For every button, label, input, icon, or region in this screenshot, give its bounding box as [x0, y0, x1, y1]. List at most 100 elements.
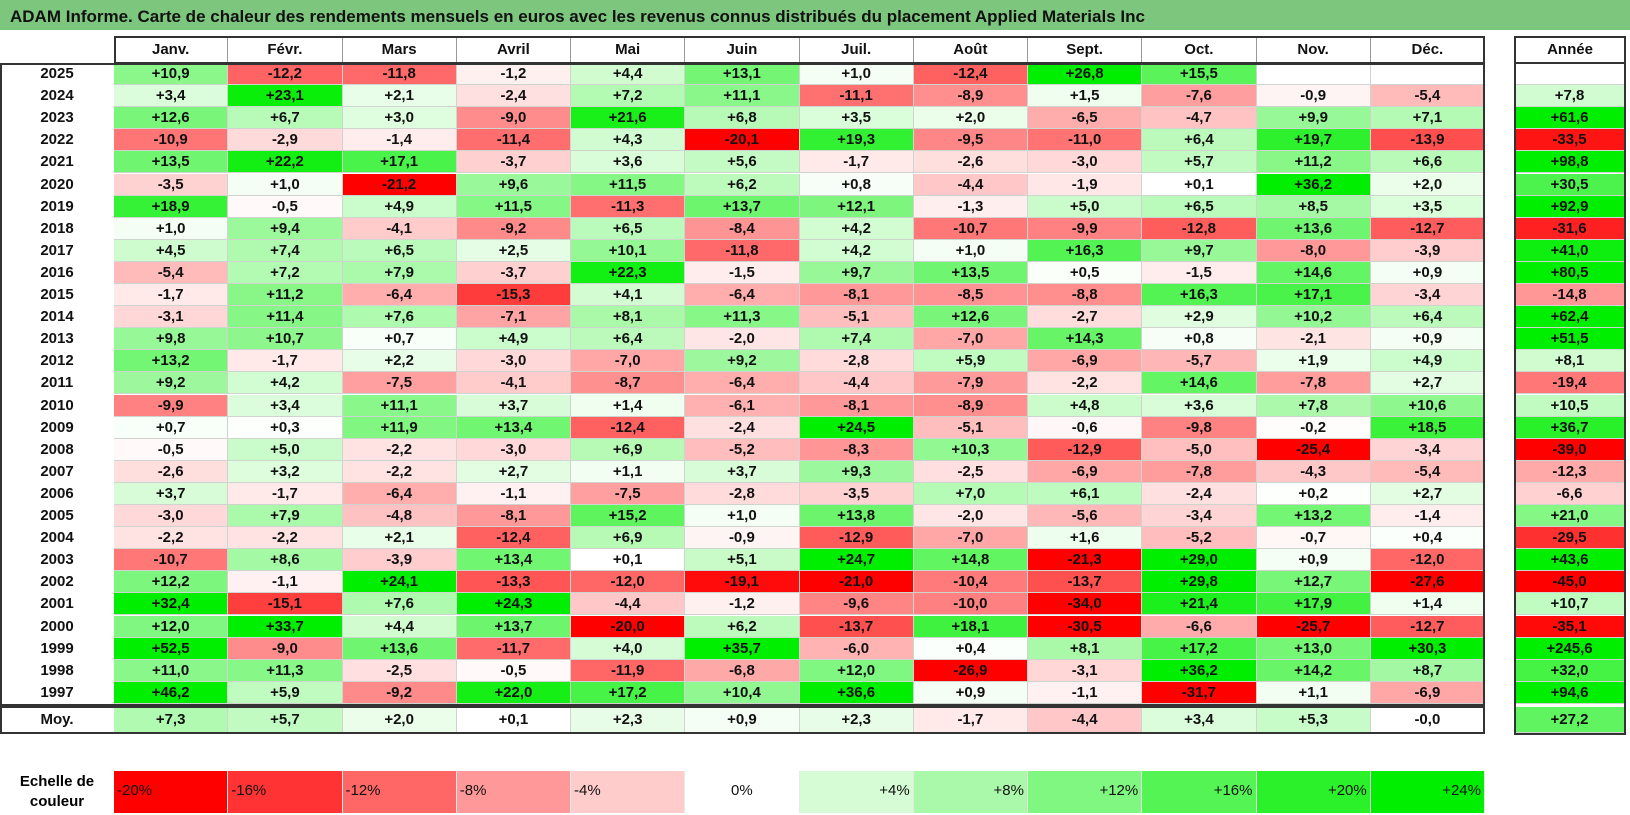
heatmap-cell: -7,8: [1142, 460, 1257, 483]
heatmap-cell: +9,4: [228, 217, 343, 240]
heatmap-cell: +7,2: [571, 85, 686, 108]
year-total-cell: [1514, 63, 1626, 86]
heatmap-cell: +10,1: [571, 239, 686, 262]
heatmap-cell: +13,6: [1256, 217, 1371, 240]
heatmap-cell: +0,4: [1370, 527, 1485, 550]
legend-swatch: -4%: [571, 771, 686, 813]
row-label: 2003: [0, 549, 114, 572]
heatmap-cell: +3,2: [228, 460, 343, 483]
heatmap-cell: +24,3: [456, 593, 571, 616]
average-cell: +5,3: [1256, 706, 1371, 733]
heatmap-cell: -2,0: [913, 505, 1028, 528]
heatmap-cell: +21,4: [1142, 593, 1257, 616]
heatmap-cell: -0,6: [1028, 416, 1143, 439]
heatmap-cell: -1,4: [1370, 505, 1485, 528]
heatmap-cell: +0,9: [1370, 261, 1485, 284]
column-header: Déc.: [1370, 37, 1485, 63]
heatmap-cell: -6,4: [342, 284, 457, 307]
heatmap-cell: -25,4: [1256, 438, 1371, 461]
heatmap-cell: -1,4: [342, 129, 457, 152]
heatmap-cell: +18,1: [913, 615, 1028, 638]
heatmap-cell: +9,2: [114, 372, 229, 395]
heatmap-cell: +7,2: [228, 261, 343, 284]
heatmap-cell: +13,2: [1256, 505, 1371, 528]
heatmap-cell: +12,6: [913, 306, 1028, 329]
heatmap-cell: -12,0: [571, 571, 686, 594]
row-label: 2017: [0, 239, 114, 262]
year-total-cell: +41,0: [1514, 239, 1626, 262]
heatmap-cell: +9,8: [114, 328, 229, 351]
heatmap-cell: +6,2: [685, 615, 800, 638]
heatmap-cell: +17,1: [342, 151, 457, 174]
heatmap-cell: -11,9: [571, 659, 686, 682]
heatmap-cell: +10,3: [913, 438, 1028, 461]
column-header: Sept.: [1028, 37, 1143, 63]
row-label: 2011: [0, 372, 114, 395]
heatmap-cell: +13,5: [114, 151, 229, 174]
heatmap-cell: +24,7: [799, 549, 914, 572]
heatmap-cell: -6,0: [799, 637, 914, 660]
row-label: 2001: [0, 593, 114, 616]
heatmap-cell: +11,3: [228, 659, 343, 682]
heatmap-cell: +46,2: [114, 681, 229, 704]
heatmap-cell: -10,4: [913, 571, 1028, 594]
heatmap-cell: -8,0: [1256, 239, 1371, 262]
heatmap-cell: -4,1: [456, 372, 571, 395]
heatmap-cell: +17,1: [1256, 284, 1371, 307]
heatmap-cell: -3,7: [456, 151, 571, 174]
legend-swatch: -16%: [228, 771, 343, 813]
year-total-cell: -29,5: [1514, 527, 1626, 550]
heatmap-cell: -5,1: [799, 306, 914, 329]
legend-swatch: -8%: [456, 771, 571, 813]
heatmap-cell: [1370, 63, 1485, 86]
heatmap-cell: +11,0: [114, 659, 229, 682]
heatmap-cell: +14,3: [1028, 328, 1143, 351]
heatmap-cell: +1,6: [1028, 527, 1143, 550]
heatmap-cell: -8,4: [685, 217, 800, 240]
heatmap-cell: -5,0: [1142, 438, 1257, 461]
legend-swatch: 0%: [685, 771, 800, 813]
heatmap-cell: -9,8: [1142, 416, 1257, 439]
heatmap-cell: -1,7: [114, 284, 229, 307]
heatmap-cell: +11,5: [456, 195, 571, 218]
heatmap-cell: -2,8: [799, 350, 914, 373]
heatmap-cell: +4,5: [114, 239, 229, 262]
column-header: Juil.: [799, 37, 914, 63]
heatmap-cell: -5,1: [913, 416, 1028, 439]
year-total-cell: +7,8: [1514, 85, 1626, 108]
heatmap-cell: +7,6: [342, 593, 457, 616]
heatmap-cell: +29,8: [1142, 571, 1257, 594]
heatmap-cell: +4,9: [1370, 350, 1485, 373]
heatmap-cell: +22,3: [571, 261, 686, 284]
average-cell: -1,7: [913, 706, 1028, 733]
heatmap-cell: +1,1: [1256, 681, 1371, 704]
heatmap-cell: +0,1: [1142, 173, 1257, 196]
average-year-cell: +27,2: [1514, 706, 1626, 733]
row-label: 2002: [0, 571, 114, 594]
heatmap-cell: +1,4: [1370, 593, 1485, 616]
heatmap-cell: +3,4: [228, 394, 343, 417]
heatmap-cell: +4,2: [228, 372, 343, 395]
heatmap-cell: -1,3: [913, 195, 1028, 218]
row-label: 2024: [0, 85, 114, 108]
heatmap-cell: -2,0: [685, 328, 800, 351]
heatmap-cell: +12,7: [1256, 571, 1371, 594]
heatmap-cell: +12,0: [799, 659, 914, 682]
heatmap-cell: +9,3: [799, 460, 914, 483]
row-label: 2021: [0, 151, 114, 174]
heatmap-cell: +15,2: [571, 505, 686, 528]
heatmap-cell: -3,5: [114, 173, 229, 196]
heatmap-cell: -12,0: [1370, 549, 1485, 572]
heatmap-cell: +5,6: [685, 151, 800, 174]
heatmap-cell: +4,9: [456, 328, 571, 351]
heatmap-cell: -11,7: [456, 637, 571, 660]
heatmap-cell: +8,6: [228, 549, 343, 572]
heatmap-cell: +13,4: [456, 549, 571, 572]
heatmap-cell: +6,1: [1028, 482, 1143, 505]
heatmap-cell: +13,0: [1256, 637, 1371, 660]
heatmap-cell: +19,3: [799, 129, 914, 152]
heatmap-cell: -7,0: [913, 527, 1028, 550]
year-total-cell: +36,7: [1514, 416, 1626, 439]
heatmap-cell: +52,5: [114, 637, 229, 660]
heatmap-cell: +9,7: [799, 261, 914, 284]
